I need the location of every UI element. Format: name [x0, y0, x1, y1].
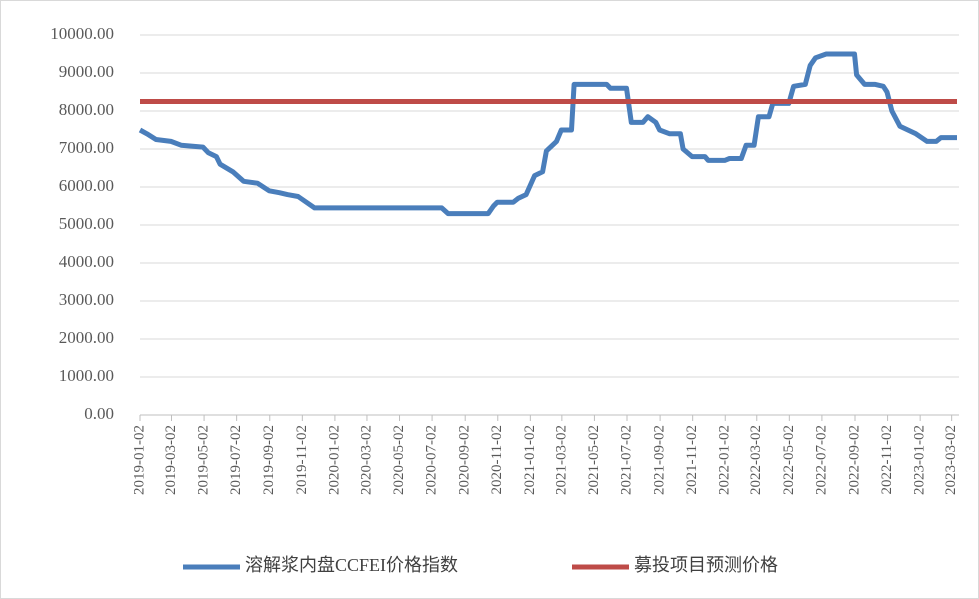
y-tick-label: 5000.00: [59, 214, 114, 233]
x-tick-label: 2021-05-02: [586, 425, 602, 495]
series-line: [138, 51, 957, 217]
x-tick-label: 2022-11-02: [879, 425, 895, 494]
y-tick-label: 2000.00: [59, 328, 114, 347]
x-tick-label: 2020-11-02: [489, 425, 505, 494]
x-tick-label: 2021-03-02: [553, 425, 569, 495]
x-tick-label: 2022-03-02: [748, 425, 764, 495]
y-tick-label: 8000.00: [59, 100, 114, 119]
y-tick-label: 9000.00: [59, 62, 114, 81]
y-tick-label: 3000.00: [59, 290, 114, 309]
x-tick-label: 2019-09-02: [261, 425, 277, 495]
x-tick-label: 2023-03-02: [943, 425, 959, 495]
x-tick-label: 2022-01-02: [717, 425, 733, 495]
legend-label: 溶解浆内盘CCFEI价格指数: [245, 555, 458, 575]
x-tick-label: 2019-07-02: [228, 425, 244, 495]
x-tick-label: 2021-09-02: [652, 425, 668, 495]
y-tick-label: 1000.00: [59, 366, 114, 385]
x-tick-label: 2020-07-02: [424, 425, 440, 495]
x-tick-label: 2020-03-02: [358, 425, 374, 495]
x-tick-label: 2020-01-02: [326, 425, 342, 495]
x-tick-label: 2021-01-02: [522, 425, 538, 495]
y-tick-label: 7000.00: [59, 138, 114, 157]
x-tick-label: 2021-11-02: [684, 425, 700, 494]
x-tick-label: 2020-09-02: [457, 425, 473, 495]
x-tick-label: 2023-01-02: [912, 425, 928, 495]
x-tick-label: 2022-07-02: [813, 425, 829, 495]
x-tick-label: 2022-05-02: [781, 425, 797, 495]
y-tick-label: 10000.00: [50, 24, 114, 43]
y-tick-label: 6000.00: [59, 176, 114, 195]
x-tick-label: 2020-05-02: [391, 425, 407, 495]
legend-label: 募投项目预测价格: [634, 555, 778, 575]
y-tick-label: 0.00: [84, 404, 114, 423]
x-tick-label: 2019-03-02: [163, 425, 179, 495]
x-tick-label: 2019-11-02: [294, 425, 310, 494]
y-tick-label: 4000.00: [59, 252, 114, 271]
x-tick-label: 2022-09-02: [846, 425, 862, 495]
x-tick-label: 2019-05-02: [196, 425, 212, 495]
x-tick-label: 2019-01-02: [131, 425, 147, 495]
x-tick-label: 2021-07-02: [618, 425, 634, 495]
